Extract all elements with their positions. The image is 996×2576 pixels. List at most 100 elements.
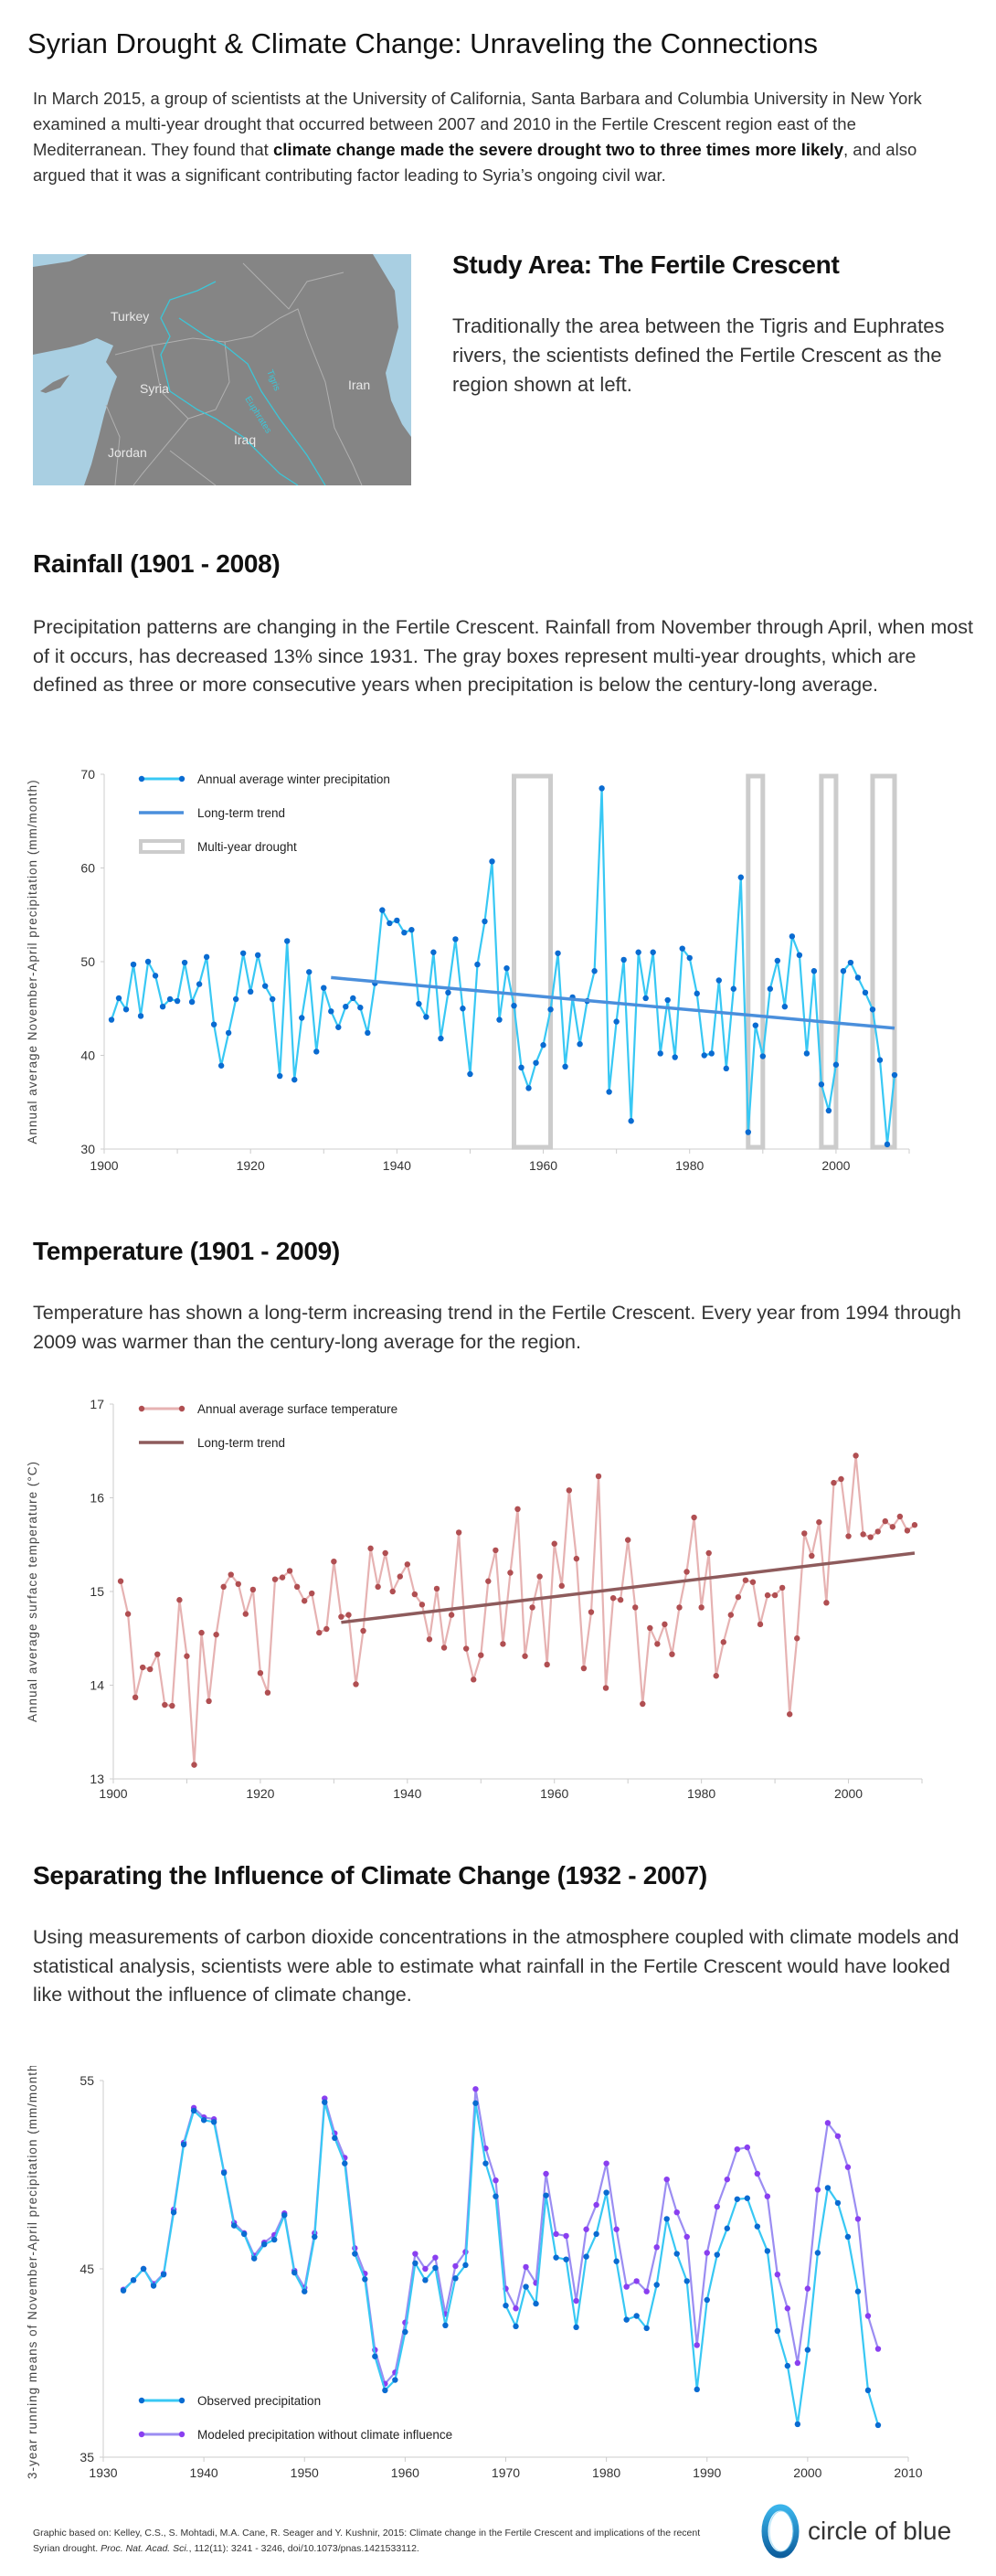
data-point <box>884 1141 891 1148</box>
data-point <box>323 1625 330 1633</box>
data-point <box>188 998 196 1006</box>
x-tick-label: 2000 <box>793 2465 821 2480</box>
data-point <box>309 1590 315 1597</box>
data-point <box>553 2254 559 2261</box>
data-point <box>593 2201 599 2209</box>
citation-text-end: , 112(11): 3241 - 3246, doi/10.1073/pnas… <box>188 2543 419 2554</box>
y-axis-label: Annual average surface temperature (°C) <box>26 1461 39 1722</box>
y-tick-label: 14 <box>90 1678 104 1693</box>
data-point <box>404 1561 411 1568</box>
data-point <box>540 1042 546 1048</box>
data-point <box>704 2250 710 2256</box>
logo-ring-icon: circle of blue <box>761 2504 951 2559</box>
intro-highlight: climate change made the severe drought t… <box>272 140 844 159</box>
data-point <box>633 2278 640 2284</box>
data-point <box>874 1528 881 1535</box>
data-point <box>493 1547 499 1554</box>
data-point <box>774 2327 781 2335</box>
data-point <box>789 933 796 940</box>
data-point <box>220 1583 227 1591</box>
legend-marker <box>138 2397 145 2404</box>
data-point <box>108 1017 115 1023</box>
data-point <box>864 2313 872 2319</box>
data-point <box>254 952 261 959</box>
legend-label: Long-term trend <box>197 1436 285 1450</box>
data-point <box>818 1081 825 1088</box>
data-point <box>563 2232 569 2240</box>
data-point <box>691 1514 697 1521</box>
data-point <box>874 2346 882 2352</box>
data-point <box>742 1577 749 1583</box>
data-point <box>701 1052 707 1059</box>
data-point <box>422 2265 429 2273</box>
label-iraq: Iraq <box>234 432 256 447</box>
data-point <box>525 1085 532 1091</box>
data-point <box>794 2421 801 2428</box>
data-point <box>482 2160 489 2166</box>
data-point <box>514 1506 521 1512</box>
data-point <box>529 1604 535 1611</box>
data-point <box>271 1576 279 1582</box>
data-point <box>270 995 276 1003</box>
data-point <box>853 1453 859 1459</box>
data-point <box>694 990 700 997</box>
y-tick-label: 13 <box>90 1772 104 1786</box>
data-point <box>854 2216 862 2222</box>
data-point <box>876 1057 884 1063</box>
data-point <box>170 2209 177 2216</box>
data-point <box>577 1041 583 1048</box>
euphrates-river <box>160 281 299 485</box>
data-point <box>382 2387 388 2394</box>
data-point <box>452 936 459 942</box>
data-point <box>891 1071 898 1079</box>
separating-heading: Separating the Influence of Climate Chan… <box>33 1861 707 1889</box>
data-point <box>847 959 854 966</box>
legend-label: Multi-year drought <box>197 840 297 854</box>
data-point <box>180 2141 187 2148</box>
data-point <box>563 2256 569 2262</box>
citation-journal: Proc. Nat. Acad. Sci. <box>101 2543 189 2554</box>
data-point <box>864 2387 872 2394</box>
data-point <box>735 1593 742 1601</box>
x-tick-label: 1980 <box>675 1158 704 1173</box>
data-point <box>286 1568 293 1574</box>
data-point <box>744 2144 750 2151</box>
data-point <box>411 1591 419 1598</box>
data-point <box>796 952 803 959</box>
data-point <box>628 1118 634 1124</box>
data-point <box>426 1636 433 1643</box>
data-point <box>335 1024 342 1030</box>
data-point <box>440 1645 448 1651</box>
data-point <box>445 989 451 996</box>
data-point <box>860 1531 866 1538</box>
data-point <box>804 2347 811 2353</box>
legend-label: Annual average winter precipitation <box>197 772 390 786</box>
data-point <box>643 2288 650 2294</box>
data-point <box>301 1598 308 1604</box>
data-point <box>240 2230 248 2238</box>
data-point <box>874 2422 882 2429</box>
data-point <box>613 2258 620 2264</box>
x-tick-label: 1960 <box>540 1786 568 1801</box>
map-rivers <box>160 281 326 485</box>
data-point <box>472 2086 479 2092</box>
data-point <box>279 1574 286 1581</box>
data-point <box>764 1591 771 1599</box>
data-point <box>257 1669 264 1677</box>
data-point <box>543 2192 549 2198</box>
data-point <box>705 1549 712 1557</box>
data-point <box>679 945 685 952</box>
data-point <box>144 958 152 965</box>
x-tick-label: 2010 <box>894 2465 922 2480</box>
x-tick-label: 2000 <box>821 1158 850 1173</box>
series-line <box>122 2101 880 2426</box>
data-point <box>583 2226 589 2232</box>
data-point <box>547 1006 554 1013</box>
data-point <box>235 1581 241 1587</box>
data-point <box>321 985 327 991</box>
data-point <box>669 1651 675 1657</box>
data-point <box>794 2359 801 2367</box>
data-point <box>152 973 159 979</box>
data-point <box>617 1597 624 1603</box>
data-point <box>754 2223 761 2230</box>
